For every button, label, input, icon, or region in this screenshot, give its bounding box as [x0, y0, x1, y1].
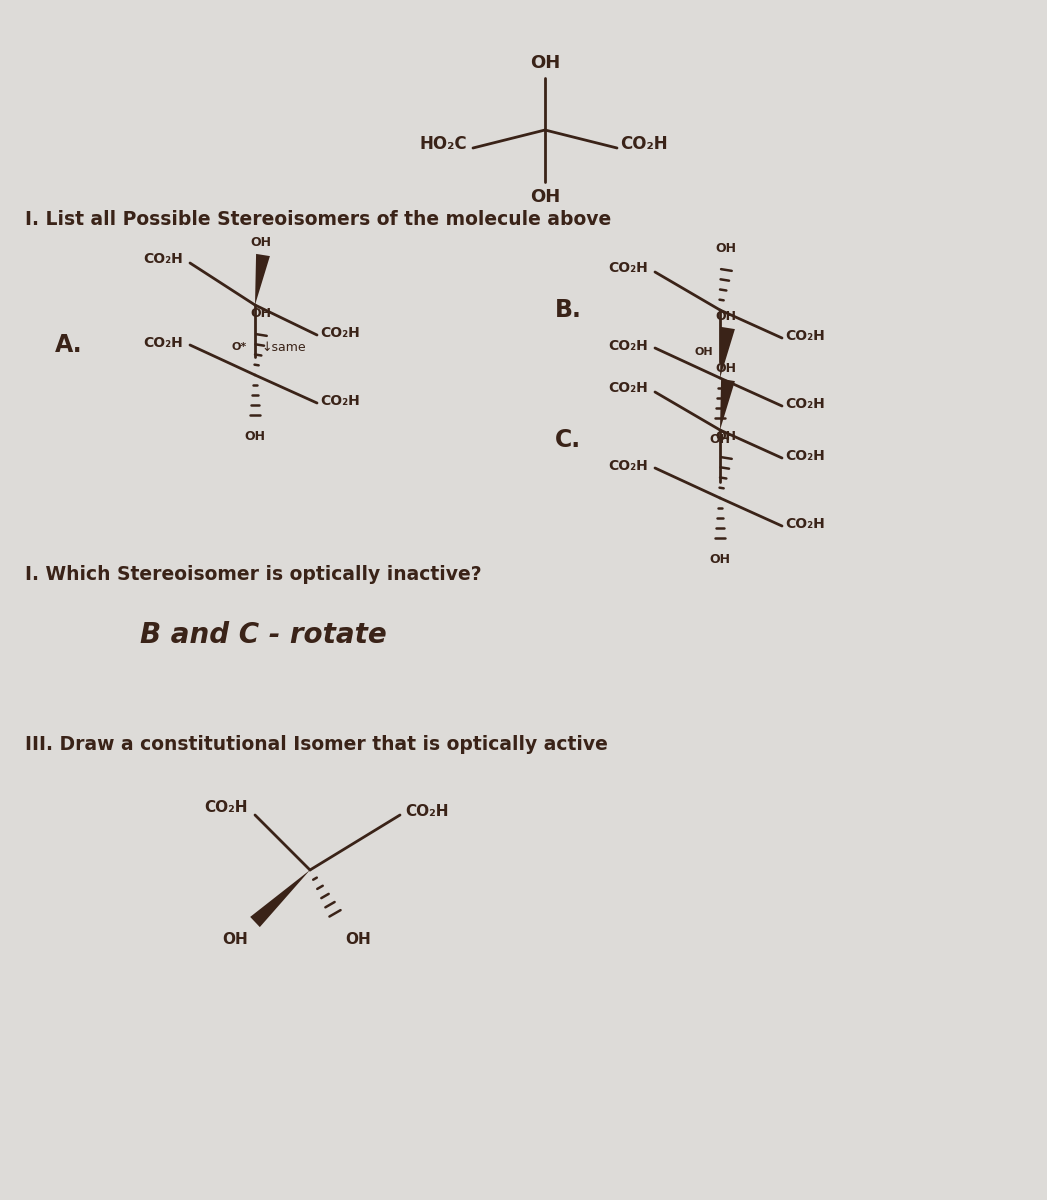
Text: CO₂H: CO₂H: [143, 252, 183, 266]
Polygon shape: [720, 326, 735, 378]
Text: CO₂H: CO₂H: [608, 380, 648, 395]
Text: CO₂H: CO₂H: [204, 800, 248, 816]
Text: III. Draw a constitutional Isomer that is optically active: III. Draw a constitutional Isomer that i…: [25, 736, 608, 755]
Text: CO₂H: CO₂H: [320, 326, 360, 340]
Text: OH: OH: [710, 433, 731, 446]
Text: OH: OH: [715, 362, 736, 374]
Text: B and C - rotate: B and C - rotate: [140, 622, 386, 649]
Text: CO₂H: CO₂H: [785, 449, 825, 463]
Polygon shape: [250, 870, 310, 928]
Text: CO₂H: CO₂H: [608, 338, 648, 353]
Text: CO₂H: CO₂H: [785, 329, 825, 343]
Text: HO₂C: HO₂C: [420, 136, 467, 154]
Text: OH: OH: [222, 932, 248, 947]
Text: CO₂H: CO₂H: [608, 260, 648, 275]
Text: I. List all Possible Stereoisomers of the molecule above: I. List all Possible Stereoisomers of th…: [25, 210, 611, 229]
Text: CO₂H: CO₂H: [143, 336, 183, 350]
Text: OH: OH: [250, 236, 271, 248]
Text: OH: OH: [250, 307, 271, 320]
Text: C.: C.: [555, 428, 581, 452]
Text: OH: OH: [715, 242, 736, 254]
Text: OH: OH: [715, 310, 736, 323]
Text: CO₂H: CO₂H: [320, 394, 360, 408]
Polygon shape: [720, 379, 735, 430]
Text: B.: B.: [555, 298, 582, 322]
Text: A.: A.: [55, 332, 83, 356]
Text: O*: O*: [231, 342, 247, 352]
Text: OH: OH: [346, 932, 371, 947]
Text: OH: OH: [710, 553, 731, 566]
Text: CO₂H: CO₂H: [608, 458, 648, 473]
Text: OH: OH: [530, 54, 560, 72]
Text: OH: OH: [694, 347, 713, 358]
Text: CO₂H: CO₂H: [785, 517, 825, 530]
Polygon shape: [255, 254, 270, 305]
Text: ↓same: ↓same: [261, 341, 306, 354]
Text: CO₂H: CO₂H: [620, 136, 668, 154]
Text: OH: OH: [715, 430, 736, 443]
Text: I. Which Stereoisomer is optically inactive?: I. Which Stereoisomer is optically inact…: [25, 565, 482, 584]
Text: CO₂H: CO₂H: [405, 804, 448, 820]
Text: OH: OH: [530, 188, 560, 206]
Text: CO₂H: CO₂H: [785, 397, 825, 410]
Text: OH: OH: [245, 430, 266, 443]
